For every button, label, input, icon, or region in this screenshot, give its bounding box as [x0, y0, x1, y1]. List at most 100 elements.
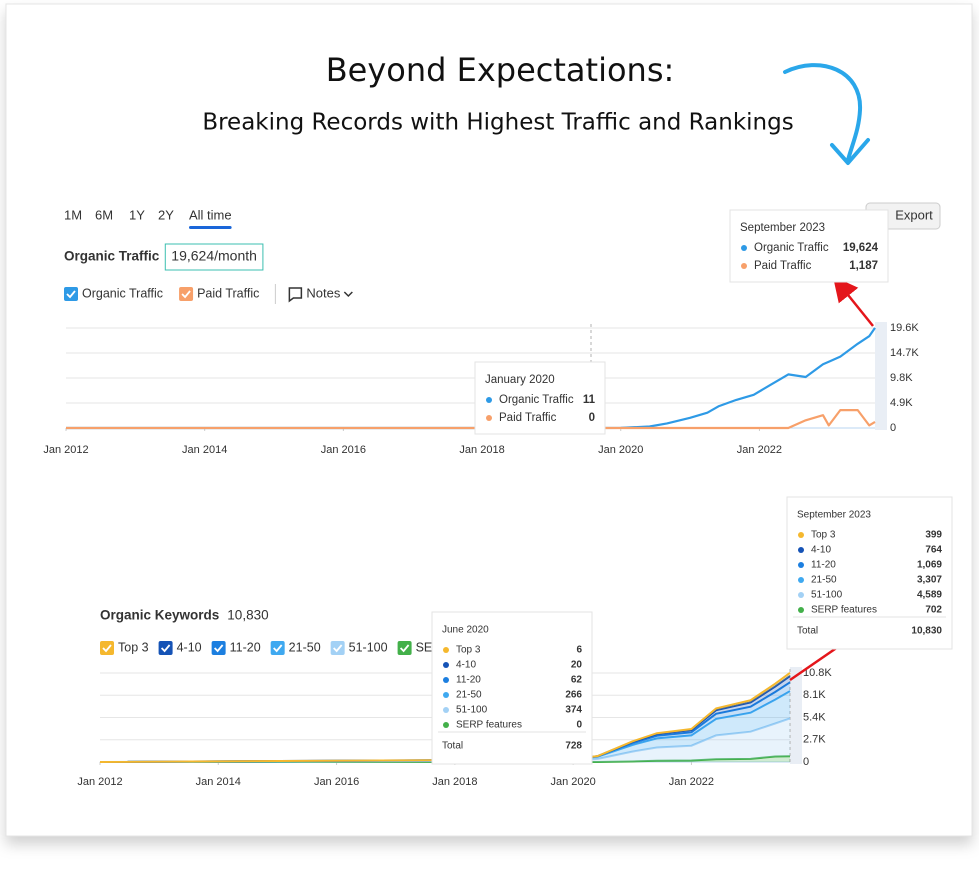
active-tab-underline — [189, 226, 232, 229]
tooltip-label: SERP features — [456, 720, 522, 731]
tooltip-dot — [798, 577, 804, 583]
tooltip-value: 0 — [589, 412, 595, 424]
legend-label[interactable]: Organic Traffic — [82, 286, 163, 300]
y-tick-label: 0 — [890, 422, 896, 434]
tooltip-value: 4,589 — [917, 590, 942, 601]
legend-check — [399, 644, 410, 653]
legend-check — [273, 644, 283, 653]
tooltip-label: 4-10 — [456, 660, 476, 671]
tooltip-value: 1,187 — [849, 260, 878, 272]
tooltip-label: Paid Traffic — [499, 412, 557, 424]
tooltip-dot — [443, 722, 449, 728]
x-tick-label: Jan 2014 — [196, 776, 241, 788]
legend-label[interactable]: 11-20 — [230, 640, 261, 654]
legend-checkbox — [64, 287, 78, 301]
hover-band — [875, 322, 887, 430]
legend-checkbox — [179, 287, 194, 301]
time-tab[interactable]: 2Y — [158, 207, 174, 222]
curved-arrow-head — [830, 138, 870, 165]
y-tick-label: 5.4K — [803, 711, 826, 723]
tooltip-label: 11-20 — [456, 675, 481, 686]
x-tick-label: Jan 2020 — [598, 444, 643, 456]
tooltip-date: September 2023 — [740, 222, 825, 234]
legend-checkbox — [158, 641, 173, 655]
y-tick-label: 2.7K — [803, 734, 826, 746]
tooltip-value: 19,624 — [843, 242, 879, 254]
legend-label[interactable]: Top 3 — [118, 640, 149, 654]
legend-checkbox — [270, 641, 285, 655]
legend-check — [213, 644, 224, 653]
y-tick-label: 14.7K — [890, 347, 919, 359]
notes-label[interactable]: Notes — [306, 285, 340, 300]
tooltip-value: 0 — [576, 720, 582, 731]
x-tick-label: Jan 2014 — [182, 444, 227, 456]
tooltip — [431, 611, 593, 765]
notes-chevron — [343, 291, 353, 298]
tooltip — [474, 361, 606, 435]
tooltip-label: 4-10 — [811, 545, 831, 556]
legend-checkbox — [397, 641, 412, 655]
time-tab[interactable]: All time — [189, 207, 232, 222]
x-tick-label: Jan 2012 — [77, 776, 122, 788]
x-tick-label: Jan 2016 — [314, 776, 359, 788]
tooltip-date: June 2020 — [442, 625, 489, 636]
tooltip-value: 702 — [925, 605, 942, 616]
x-tick-label: Jan 2016 — [321, 444, 366, 456]
tooltip-dot — [741, 245, 747, 251]
tooltip — [729, 209, 889, 283]
summary: 10,830 — [227, 608, 268, 623]
tooltip-total: 10,830 — [911, 626, 942, 637]
legend-checkbox — [211, 641, 226, 655]
highlight-arrow — [832, 276, 874, 327]
tooltip-value: 399 — [925, 530, 942, 541]
tooltip-total-label: Total — [797, 626, 818, 637]
y-tick-label: 9.8K — [890, 372, 913, 384]
tooltip — [786, 496, 953, 650]
x-tick-label: Jan 2012 — [43, 444, 88, 456]
tooltip-dot — [486, 397, 492, 403]
tooltip-value: 62 — [571, 675, 583, 686]
tooltip-value: 764 — [925, 545, 942, 556]
tooltip-label: SERP features — [811, 605, 877, 616]
tooltip-dot — [798, 592, 804, 598]
time-tab[interactable]: 1M — [64, 207, 82, 222]
tooltip-value: 6 — [576, 645, 582, 656]
tooltip-dot — [443, 677, 449, 683]
legend-label[interactable]: 51-100 — [349, 640, 388, 654]
x-tick-label: Jan 2018 — [459, 444, 504, 456]
series-area — [100, 756, 790, 762]
tooltip-dot — [741, 263, 747, 269]
curved-arrow — [783, 63, 863, 162]
legend-label[interactable]: 21-50 — [289, 640, 321, 654]
tooltip-total: 728 — [565, 741, 582, 752]
legend-label[interactable]: 4-10 — [177, 640, 202, 654]
tooltip-dot — [486, 415, 492, 421]
summary-box — [164, 243, 264, 271]
notes-icon — [288, 287, 303, 303]
tooltip-total-label: Total — [442, 741, 463, 752]
y-tick-label: 10.8K — [803, 667, 832, 679]
time-tab[interactable]: 6M — [95, 207, 113, 222]
chart-title: Organic Keywords — [100, 608, 219, 623]
x-tick-label: Jan 2022 — [669, 776, 714, 788]
headline: Beyond Expectations: — [326, 51, 675, 89]
tooltip-value: 20 — [571, 660, 583, 671]
legend-check — [333, 644, 343, 653]
summary: 19,624/month — [171, 248, 257, 264]
tooltip-dot — [798, 607, 804, 613]
tooltip-label: Top 3 — [811, 530, 836, 541]
legend-label[interactable]: Paid Traffic — [197, 286, 259, 300]
tooltip-value: 11 — [583, 394, 596, 406]
legend-checkbox — [100, 641, 114, 655]
chart-title: Organic Traffic — [64, 249, 160, 264]
y-tick-label: 19.6K — [890, 322, 919, 334]
legend-check — [66, 290, 76, 299]
tooltip-value: 266 — [565, 690, 582, 701]
y-tick-label: 0 — [803, 756, 809, 768]
export-label[interactable]: Export — [895, 207, 933, 222]
tooltip-label: 51-100 — [811, 590, 843, 601]
time-tab[interactable]: 1Y — [129, 207, 145, 222]
legend-check — [181, 290, 191, 299]
hover-band — [790, 667, 802, 764]
